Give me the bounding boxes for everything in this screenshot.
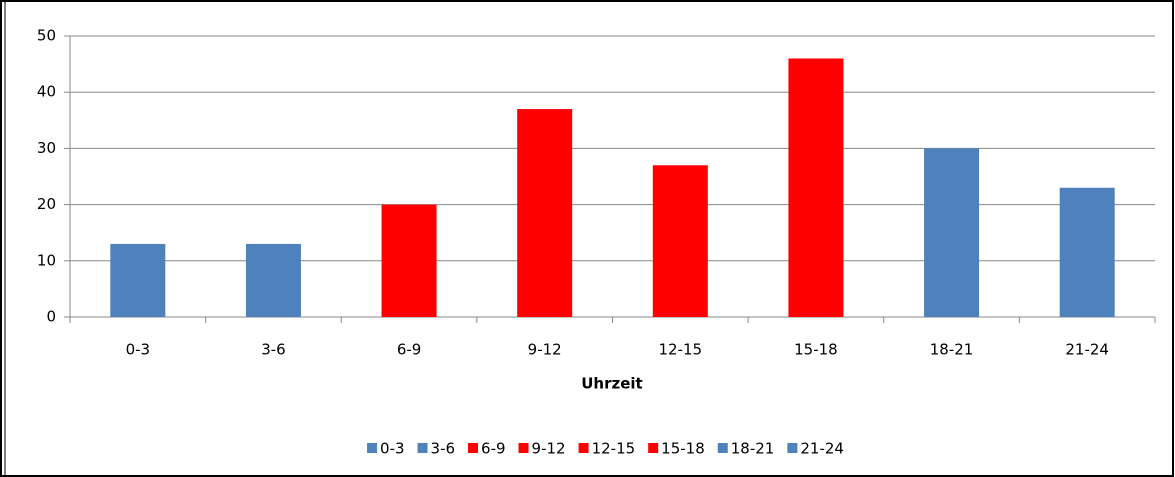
- legend-label: 9-12: [532, 440, 566, 458]
- bar: [924, 148, 980, 317]
- legend-swatch: [518, 443, 529, 453]
- y-tick-label: 20: [37, 195, 56, 213]
- legend-swatch: [367, 443, 378, 453]
- legend-swatch: [468, 443, 479, 453]
- legend-label: 3-6: [431, 440, 456, 458]
- y-tick-label: 40: [37, 83, 56, 101]
- legend-label: 15-18: [661, 440, 705, 458]
- x-tick-label: 15-18: [794, 341, 838, 359]
- x-tick-label: 6-9: [397, 341, 422, 359]
- legend-swatch: [648, 443, 659, 453]
- x-tick-label: 0-3: [126, 341, 151, 359]
- y-tick-label: 50: [37, 27, 56, 45]
- x-tick-label: 21-24: [1065, 341, 1109, 359]
- legend-swatch: [717, 443, 728, 453]
- legend-swatch: [787, 443, 798, 453]
- y-tick-label: 0: [46, 308, 56, 326]
- bar: [381, 204, 437, 317]
- bar: [652, 165, 708, 317]
- bar: [110, 243, 166, 317]
- x-tick-label: 12-15: [659, 341, 703, 359]
- x-axis-label: Uhrzeit: [581, 375, 642, 393]
- x-tick-label: 9-12: [528, 341, 562, 359]
- bar: [245, 243, 301, 317]
- bar: [517, 109, 573, 317]
- legend-label: 21-24: [800, 440, 844, 458]
- bar: [788, 58, 844, 317]
- legend-label: 18-21: [731, 440, 775, 458]
- y-tick-label: 10: [37, 251, 56, 269]
- bar: [1059, 187, 1115, 317]
- legend-label: 12-15: [592, 440, 636, 458]
- x-tick-label: 18-21: [930, 341, 974, 359]
- legend-label: 0-3: [380, 440, 405, 458]
- x-tick-label: 3-6: [261, 341, 286, 359]
- legend-swatch: [578, 443, 589, 453]
- legend-label: 6-9: [481, 440, 506, 458]
- y-tick-label: 30: [37, 139, 56, 157]
- legend-swatch: [417, 443, 428, 453]
